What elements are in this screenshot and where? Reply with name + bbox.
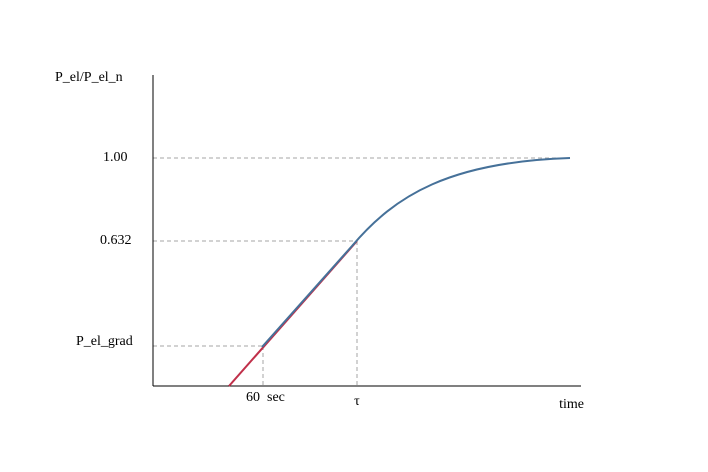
x-axis-label: time xyxy=(559,397,584,412)
y-marker: P_el_grad xyxy=(76,334,133,349)
y-marker: 0.632 xyxy=(100,233,132,248)
y-marker: 1.00 xyxy=(103,150,128,165)
response-curve xyxy=(261,157,571,348)
x-marker: 60 sec xyxy=(246,390,285,405)
y-axis-label: P_el/P_el_n xyxy=(55,70,123,85)
x-marker: τ xyxy=(354,394,360,409)
